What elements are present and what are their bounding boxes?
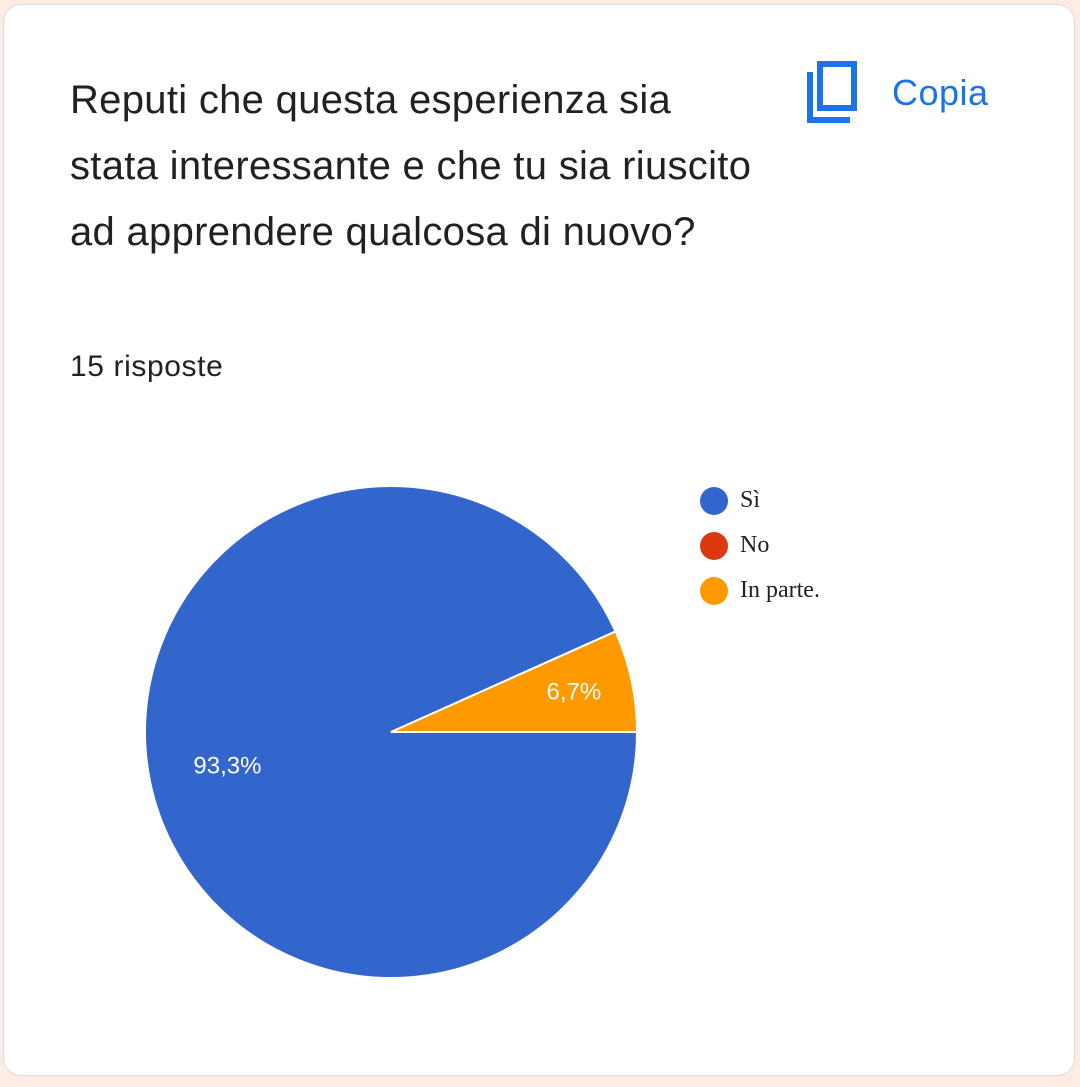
legend-dot-in-parte [700,576,728,605]
chart-legend: Sì No In parte. [700,478,820,613]
legend-dot-si [700,486,728,515]
copy-button[interactable]: Copia [804,57,989,129]
pie-slice-si[interactable] [144,485,639,979]
legend-dot-no [700,531,728,560]
copy-icon [804,60,860,126]
legend-label-in-parte: In parte. [740,577,820,603]
legend-label-no: No [740,532,770,558]
pie-slice-in-parte[interactable] [390,630,639,733]
pie-label-si: 93,3% [193,752,261,779]
question-title: Reputi che questa esperienza sia stata i… [70,78,752,254]
legend-label-si: Sì [740,487,761,513]
response-count: 15 risposte [70,350,224,383]
legend-item-in-parte[interactable]: In parte. [700,568,820,613]
copy-button-label: Copia [892,72,989,113]
legend-item-si[interactable]: Sì [700,478,820,523]
pie-label-in-parte: 6,7% [546,678,601,705]
legend-item-no[interactable]: No [700,523,820,568]
